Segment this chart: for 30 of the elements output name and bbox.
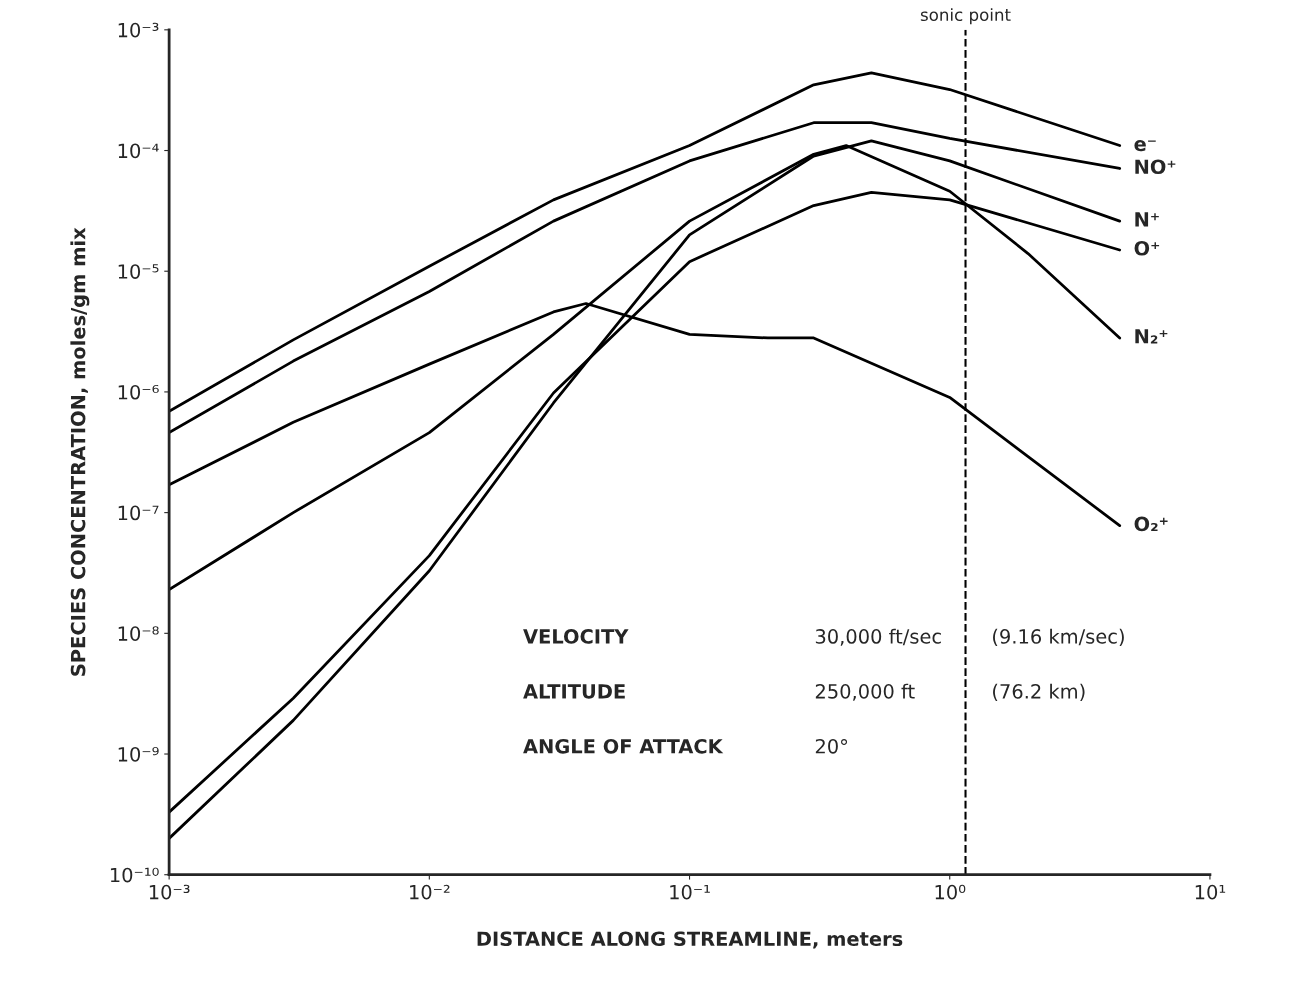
annotation: 20° — [815, 738, 848, 754]
series-label: N⁺ — [1135, 212, 1159, 227]
y-axis-title: SPECIES CONCENTRATION, moles/gm mix — [70, 227, 90, 676]
annotation: 250,000 ft — [815, 683, 915, 701]
annotation: ALTITUDE — [523, 684, 625, 699]
series-label: e⁻ — [1134, 140, 1156, 152]
x-axis-title: DISTANCE ALONG STREAMLINE, meters — [477, 931, 903, 949]
annotation: (9.16 km/sec) — [993, 628, 1124, 647]
series-label: O⁺ — [1134, 240, 1160, 256]
y-tick-label: 10⁻⁸ — [118, 626, 159, 641]
series-label: N₂⁺ — [1135, 329, 1168, 344]
x-tick-label: 10⁻³ — [149, 884, 190, 900]
y-tick-label: 10⁻³ — [118, 22, 159, 38]
series-label: O₂⁺ — [1134, 516, 1168, 532]
y-tick-label: 10⁻¹⁰ — [110, 867, 159, 883]
x-tick-label: 10¹ — [1195, 884, 1226, 900]
annotation: 30,000 ft/sec — [815, 628, 941, 646]
y-tick-label: 10⁻⁹ — [118, 746, 159, 762]
ref-line-label: sonic point — [920, 8, 1011, 25]
y-tick-label: 10⁻⁶ — [118, 384, 159, 400]
annotation: VELOCITY — [523, 629, 629, 644]
y-tick-label: 10⁻⁵ — [118, 264, 159, 279]
x-tick-label: 10⁻² — [410, 884, 450, 900]
x-tick-label: 10⁰ — [935, 884, 966, 900]
annotation: ANGLE OF ATTACK — [523, 738, 724, 754]
annotation: (76.2 km) — [993, 683, 1085, 701]
y-tick-label: 10⁻⁷ — [118, 505, 159, 521]
x-tick-label: 10⁻¹ — [670, 884, 710, 900]
series-label: NO⁺ — [1135, 159, 1176, 175]
y-tick-label: 10⁻⁴ — [118, 143, 159, 159]
